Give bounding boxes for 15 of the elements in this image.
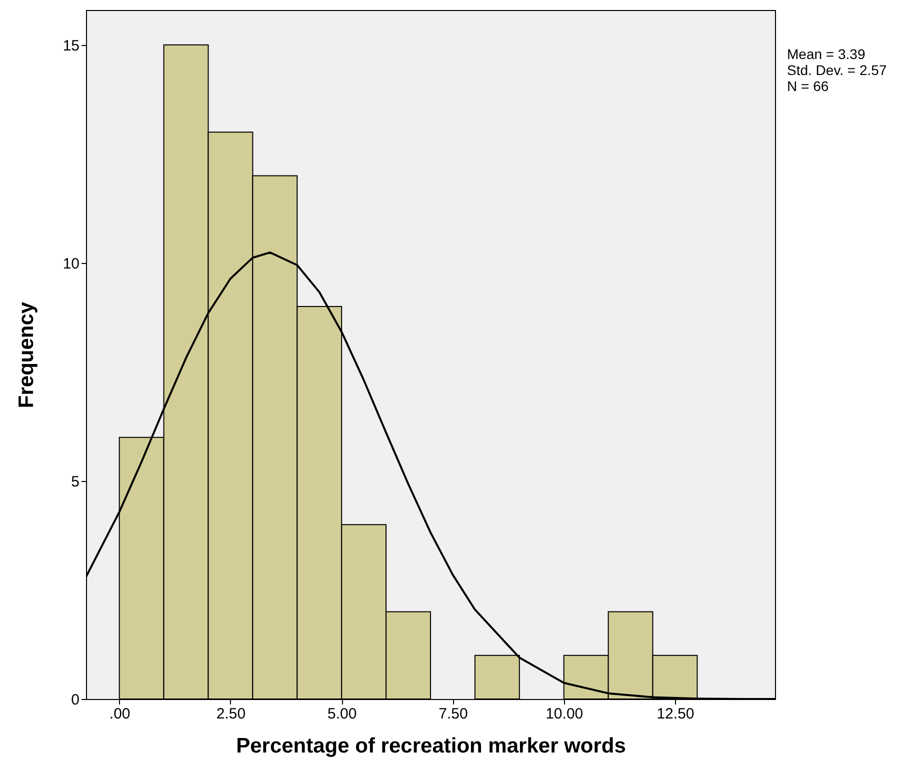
x-tick-label: 10.00	[546, 706, 584, 722]
x-tick-label: 2.50	[216, 706, 246, 722]
y-tick-label: 0	[71, 692, 80, 708]
text: N = 66	[787, 78, 830, 94]
y-tick-label: 15	[62, 37, 80, 54]
text: Mean = 3.39	[787, 46, 866, 62]
x-axis-title: Percentage of recreation marker words	[236, 734, 626, 758]
x-tick-label: .00	[109, 706, 130, 722]
text: Std. Dev. = 2.57	[787, 62, 887, 78]
x-tick-label: 7.50	[438, 706, 468, 722]
y-tick-label: 10	[62, 255, 80, 272]
y-tick-label: 5	[71, 473, 80, 490]
x-tick-label: 12.50	[656, 706, 694, 722]
y-axis-title: Frequency	[14, 302, 38, 408]
x-tick-label: 5.00	[327, 706, 357, 722]
